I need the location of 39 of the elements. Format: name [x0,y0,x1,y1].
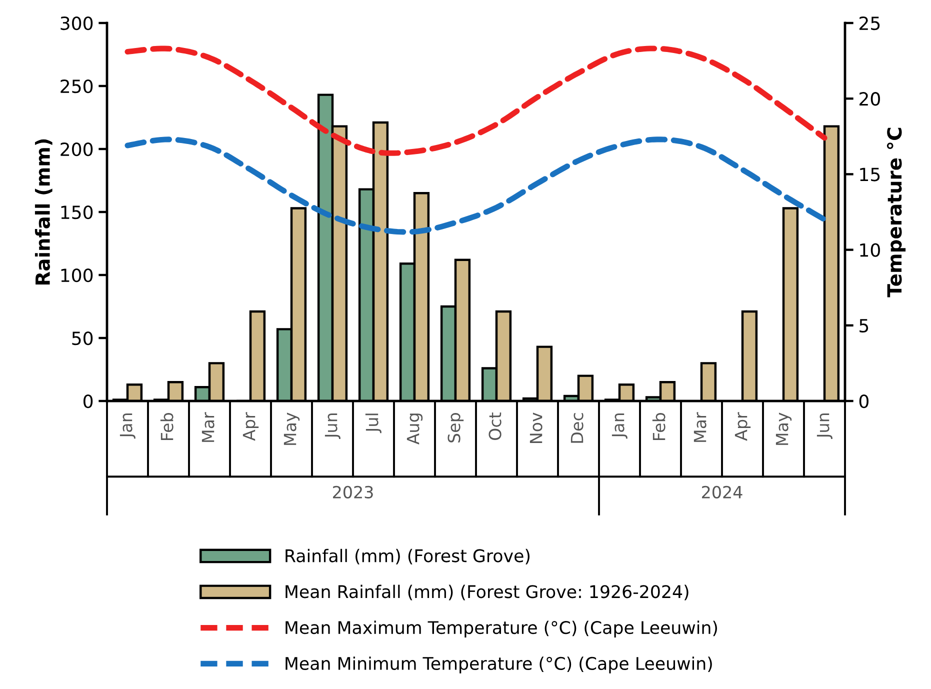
y-tick-label: 300 [60,16,93,30]
x-tick-label: Mar [202,412,214,442]
y2-tick-label: 5 [860,319,868,333]
x-tick-label: May [776,412,792,445]
x-tick-label: Jan [612,414,628,439]
text: 2023 [333,486,373,498]
y-tick-label: 250 [60,79,93,94]
legend-label: Mean Maximum Temperature (°C) (Cape Leeuwin) [286,620,717,638]
y-tick-label: 0 [84,394,93,408]
x-tick-label: Feb [652,413,666,440]
legend-label: Mean Minimum Temperature (°C) (Cape Leeuwin) [286,656,712,674]
x-tick-label: Jul [365,414,382,434]
text: 2024 [702,486,742,498]
x-tick-label: May [284,412,300,445]
x-tick-label: Aug [406,414,423,445]
y-tick-label: 150 [61,205,93,220]
x-tick-label: Dec [570,413,584,443]
y2-tick-label: 10 [860,243,880,257]
x-tick-label: Jun [816,414,832,440]
y-tick-label: 100 [61,268,93,282]
y-tick-label: 50 [72,331,93,346]
x-tick-label: Jun [324,414,340,440]
x-tick-label: Mar [694,412,706,442]
x-tick-label: Sep [448,413,464,442]
x-tick-label: Nov [530,412,542,444]
x-tick-label: Apr [734,412,751,441]
y2-tick-label: 25 [860,16,880,30]
y2-tick-label: 20 [860,92,880,106]
y-tick-label: 200 [60,142,93,156]
y2-tick-label: 0 [859,394,868,408]
x-tick-label: Feb [160,413,174,440]
x-tick-label: Oct [488,412,502,440]
legend-label: Mean Rainfall (mm) (Forest Grove: 1926-2024) [286,584,688,600]
y2-tick-label: 15 [860,168,880,182]
x-tick-label: Jan [120,414,136,439]
y2-axis-title: Temperature °C [886,128,906,298]
y-axis-title: Rainfall (mm) [34,139,52,285]
legend-label: Rainfall (mm) (Forest Grove) [286,548,530,564]
x-tick-label: Apr [242,412,259,441]
